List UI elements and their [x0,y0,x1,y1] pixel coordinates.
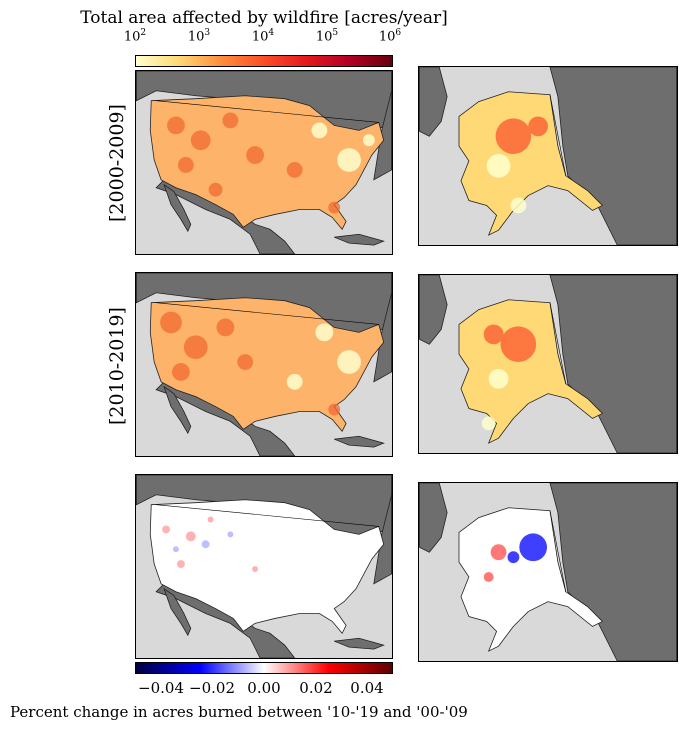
row-label-2000-2009: [2000-2009] [106,104,128,222]
colorbar-top-tick: 102 [123,28,147,45]
colorbar-bottom-tick: 0.00 [247,679,281,697]
map-alaska-change [418,482,678,662]
map-alaska-2010-2019 [418,274,678,454]
colorbar-bottom-tick: −0.04 [138,679,184,697]
map-alaska-2000-2009 [418,66,678,246]
map-conus-change [135,474,393,659]
colorbar-bottom-label: Percent change in acres burned between '… [10,703,468,721]
colorbar-bottom-tick: −0.02 [189,679,235,697]
colorbar-bottom [135,662,393,674]
colorbar-top-tick: 105 [315,28,339,45]
map-conus-2010-2019 [135,272,393,457]
colorbar-top [135,55,393,67]
row-label-2010-2019: [2010-2019] [106,307,128,425]
colorbar-top-tick: 103 [187,28,211,45]
colorbar-bottom-tick: 0.02 [299,679,333,697]
map-conus-2000-2009 [135,70,393,255]
colorbar-top-title: Total area affected by wildfire [acres/y… [80,8,448,28]
colorbar-top-tick: 106 [378,28,402,45]
colorbar-top-tick: 104 [251,28,275,45]
colorbar-bottom-tick: 0.04 [350,679,384,697]
